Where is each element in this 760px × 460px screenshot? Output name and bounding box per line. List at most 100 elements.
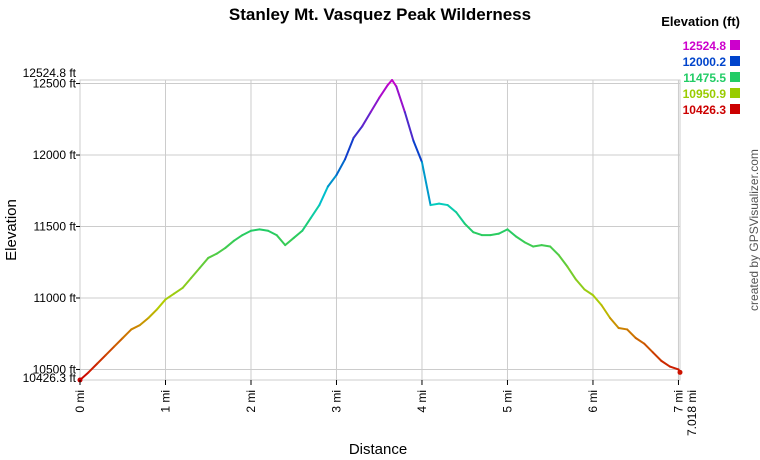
profile-segment bbox=[438, 202, 449, 207]
profile-segment bbox=[391, 79, 398, 88]
y-min-label: 10426.3 ft bbox=[23, 371, 77, 385]
profile-segment bbox=[617, 327, 629, 331]
profile-segment bbox=[472, 231, 483, 237]
profile-segment bbox=[660, 359, 671, 368]
y-max-label: 12524.8 ft bbox=[23, 66, 77, 80]
x-end-label: 7.018 mi bbox=[685, 390, 699, 436]
y-axis-title: Elevation bbox=[3, 199, 20, 261]
profile-segment bbox=[591, 294, 603, 307]
profile-segment bbox=[549, 245, 560, 257]
profile-segment bbox=[369, 96, 381, 114]
profile-segment bbox=[557, 254, 569, 268]
profile-segment bbox=[335, 158, 347, 177]
profile-segment bbox=[138, 316, 150, 327]
y-tick-label: 12500 ft bbox=[33, 77, 77, 91]
profile-segment bbox=[207, 252, 218, 259]
profile-segment bbox=[463, 222, 475, 234]
legend-title: Elevation (ft) bbox=[661, 14, 740, 29]
profile-segment bbox=[173, 286, 184, 295]
x-tick-label: 0 mi bbox=[73, 390, 87, 413]
profile-segment bbox=[241, 229, 252, 237]
profile-segment bbox=[651, 351, 663, 362]
grid-lines bbox=[79, 80, 680, 380]
x-tick-label: 1 mi bbox=[158, 390, 172, 413]
profile-segment bbox=[164, 292, 176, 301]
legend-swatch bbox=[730, 104, 740, 114]
profile-segment bbox=[455, 211, 466, 225]
profile-segment bbox=[232, 234, 244, 242]
legend-swatch bbox=[730, 40, 740, 50]
chart-title: Stanley Mt. Vasquez Peak Wilderness bbox=[229, 5, 531, 24]
profile-segment bbox=[403, 111, 415, 142]
profile-segment bbox=[566, 265, 577, 281]
elevation-profile-line bbox=[77, 79, 683, 383]
profile-segment bbox=[147, 308, 158, 319]
profile-segment bbox=[506, 228, 518, 238]
profile-segment bbox=[96, 354, 107, 365]
x-tick-label: 2 mi bbox=[244, 390, 258, 413]
profile-segment bbox=[643, 342, 654, 354]
profile-segment bbox=[309, 204, 321, 219]
profile-segment bbox=[249, 228, 261, 232]
profile-segment bbox=[267, 229, 278, 237]
y-tick-label: 11000 ft bbox=[34, 291, 77, 305]
profile-segment bbox=[284, 236, 295, 247]
profile-segment bbox=[198, 256, 210, 269]
profile-segment bbox=[523, 241, 535, 248]
legend-swatch bbox=[730, 56, 740, 66]
profile-segment bbox=[258, 228, 270, 232]
y-tick-label: 11500 ft bbox=[34, 220, 77, 234]
legend-swatch bbox=[730, 88, 740, 98]
profile-segment bbox=[113, 337, 124, 348]
profile-segment bbox=[497, 228, 509, 235]
profile-segment bbox=[104, 345, 116, 357]
x-tick-label: 7 mi bbox=[671, 390, 685, 413]
legend-value: 12000.2 bbox=[683, 55, 727, 69]
profile-segment bbox=[574, 278, 586, 291]
profile-segment bbox=[515, 235, 526, 244]
profile-segment bbox=[626, 328, 637, 340]
profile-segment bbox=[395, 85, 406, 114]
profile-segment bbox=[540, 244, 552, 248]
credit-text: created by GPSVisualizer.com bbox=[747, 149, 760, 311]
profile-segment bbox=[600, 304, 612, 319]
profile-segment bbox=[386, 79, 394, 86]
axis-ticks: 0 mi 1 mi 2 mi 3 mi 4 mi 5 mi 6 mi 7 mi 7.018 mi… bbox=[23, 66, 699, 436]
profile-segment bbox=[352, 125, 364, 139]
profile-segment bbox=[634, 337, 646, 345]
profile-segment bbox=[609, 316, 620, 330]
profile-segment bbox=[121, 328, 133, 340]
profile-segment bbox=[155, 298, 167, 311]
profile-segment bbox=[378, 83, 389, 99]
plot-frame bbox=[79, 79, 681, 381]
profile-segment bbox=[224, 239, 235, 249]
y-tick-label: 12000 ft bbox=[33, 148, 77, 162]
profile-segment bbox=[318, 185, 329, 207]
profile-segment bbox=[489, 232, 500, 237]
profile-segment bbox=[412, 139, 423, 164]
x-tick-label: 5 mi bbox=[500, 390, 514, 413]
y-tick-label: 10500 ft bbox=[33, 362, 77, 376]
legend-value: 11475.5 bbox=[683, 71, 726, 85]
x-axis-title: Distance bbox=[349, 441, 407, 458]
profile-segment bbox=[583, 288, 594, 297]
profile-segment bbox=[292, 229, 304, 239]
profile-segment bbox=[361, 111, 372, 128]
profile-segment bbox=[130, 324, 141, 331]
profile-segment bbox=[215, 246, 227, 255]
legend: Elevation (ft) 12524.8 12000.2 11475.5 1095… bbox=[661, 14, 740, 117]
x-tick-label: 4 mi bbox=[415, 390, 429, 413]
profile-segment bbox=[301, 216, 312, 232]
profile-segment bbox=[326, 174, 338, 188]
profile-segment bbox=[344, 136, 355, 161]
profile-segment bbox=[668, 365, 680, 371]
profile-segment bbox=[532, 244, 543, 248]
legend-value: 10950.9 bbox=[683, 87, 727, 101]
profile-segment bbox=[87, 362, 99, 374]
profile-segment bbox=[446, 204, 458, 214]
legend-value: 12524.8 bbox=[683, 39, 727, 53]
profile-segment bbox=[275, 234, 287, 247]
legend-value: 10426.3 bbox=[683, 103, 727, 117]
profile-segment bbox=[420, 161, 432, 207]
